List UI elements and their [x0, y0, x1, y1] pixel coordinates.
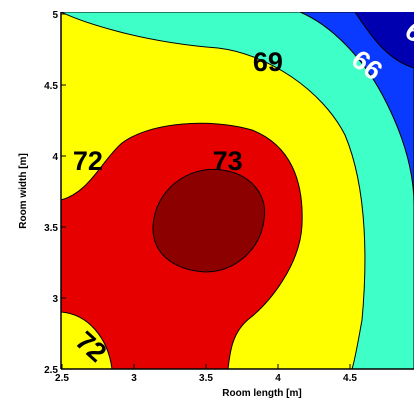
x-axis-label: Room length [m]: [222, 388, 301, 399]
contour-level-label: 73: [213, 146, 243, 176]
y-ticks: 2.5 3 3.5 4 4.5 5: [44, 10, 66, 376]
y-tick-label: 4.5: [44, 81, 58, 92]
plot-area: [61, 12, 414, 369]
x-tick-label: 3.5: [199, 373, 213, 384]
contour-band-above-73: [152, 168, 266, 273]
x-tick-label: 2.5: [55, 373, 69, 384]
x-tick-label: 4.5: [343, 373, 357, 384]
contour-level-label: 72: [73, 146, 103, 176]
x-tick-label: 4: [275, 373, 281, 384]
x-tick-label: 3: [131, 373, 137, 384]
x-ticks: 2.5 3 3.5 4 4.5: [55, 364, 357, 384]
y-tick-label: 5: [52, 10, 58, 21]
y-axis-label: Room width [m]: [18, 153, 29, 229]
y-tick-label: 4: [52, 152, 58, 163]
contour-level-label: 69: [253, 47, 283, 77]
y-tick-label: 2.5: [44, 365, 58, 376]
y-tick-label: 3: [52, 294, 58, 305]
y-tick-label: 3.5: [44, 223, 58, 234]
